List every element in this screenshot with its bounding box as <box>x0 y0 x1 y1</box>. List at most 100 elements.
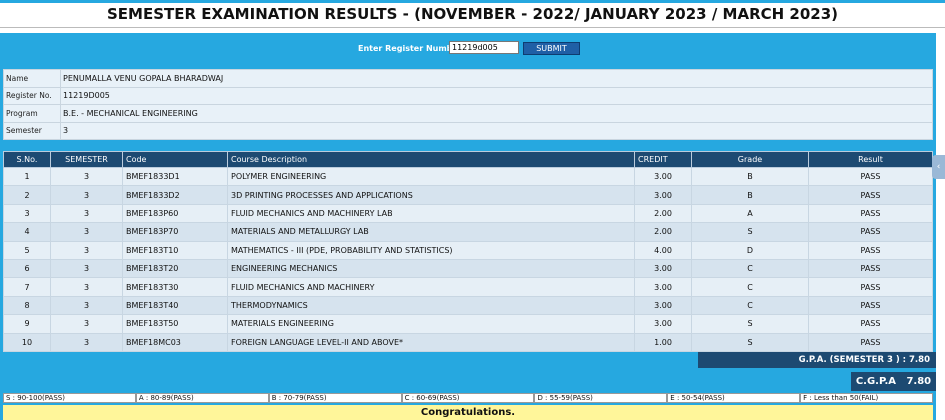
legend-item: D : 55-59(PASS) <box>534 393 668 403</box>
cell-grade: S <box>691 332 809 352</box>
cell-credit: 3.00 <box>634 277 692 297</box>
cell-description: THERMODYNAMICS <box>227 295 635 316</box>
cell-grade: S <box>691 314 809 334</box>
cell-result: PASS <box>808 222 933 242</box>
cell-semester: 3 <box>50 240 123 260</box>
cgpa-value: 7.80 <box>906 376 932 387</box>
legend-item: S : 90-100(PASS) <box>3 393 136 403</box>
cell-result: PASS <box>808 295 933 316</box>
gpa-value: G.P.A. (SEMESTER 3 ) : 7.80 <box>698 352 936 368</box>
side-scroll-tab[interactable]: ‹ <box>932 155 945 179</box>
cell-credit: 2.00 <box>634 222 692 242</box>
info-key: Semester <box>3 121 61 140</box>
student-semester: 3 <box>60 121 933 140</box>
cell-semester: 3 <box>50 314 123 334</box>
table-row: 10 3 BMEF18MC03 FOREIGN LANGUAGE LEVEL-II A… <box>3 332 933 352</box>
cell-code: BMEF183T10 <box>122 240 228 260</box>
cell-semester: 3 <box>50 332 123 352</box>
table-row: 7 3 BMEF183T30 FLUID MECHANICS AND MACHINER… <box>3 277 933 297</box>
cell-description: FLUID MECHANICS AND MACHINERY LAB <box>227 203 635 224</box>
cell-semester: 3 <box>50 222 123 242</box>
grade-legend: S : 90-100(PASS) A : 80-89(PASS) B : 70-… <box>3 393 934 403</box>
cell-description: 3D PRINTING PROCESSES AND APPLICATIONS <box>227 185 635 205</box>
table-row: 5 3 BMEF183T10 MATHEMATICS - III (PDE, PROB… <box>3 240 933 260</box>
cell-result: PASS <box>808 277 933 297</box>
student-row-program: Program B.E. - MECHANICAL ENGINEERING <box>3 104 933 123</box>
cgpa-box: C.G.P.A 7.80 <box>851 372 936 391</box>
cell-grade: C <box>691 295 809 316</box>
legend-item: F : Less than 50(FAIL) <box>800 393 934 403</box>
info-key: Name <box>3 69 61 88</box>
legend-item: B : 70-79(PASS) <box>268 393 402 403</box>
cell-credit: 4.00 <box>634 240 692 260</box>
top-accent-bar <box>0 0 945 3</box>
cell-sno: 1 <box>3 166 51 187</box>
cell-code: BMEF183T50 <box>122 314 228 334</box>
col-result: Result <box>808 151 933 168</box>
cell-grade: C <box>691 258 809 279</box>
cell-semester: 3 <box>50 203 123 224</box>
student-row-register: Register No. 11219D005 <box>3 86 933 105</box>
cell-description: MATERIALS ENGINEERING <box>227 314 635 334</box>
legend-item: A : 80-89(PASS) <box>135 393 269 403</box>
cell-sno: 2 <box>3 185 51 205</box>
page-title: SEMESTER EXAMINATION RESULTS - (NOVEMBER… <box>0 3 945 28</box>
table-row: 6 3 BMEF183T20 ENGINEERING MECHANICS 3.00 C PA… <box>3 258 933 279</box>
register-form: Enter Register Number SUBMIT <box>0 41 936 57</box>
cell-description: FOREIGN LANGUAGE LEVEL-II AND ABOVE* <box>227 332 635 352</box>
table-row: 8 3 BMEF183T40 THERMODYNAMICS 3.00 C PASS <box>3 295 933 316</box>
col-sno: S.No. <box>3 151 51 168</box>
cell-code: BMEF1833D1 <box>122 166 228 187</box>
cell-sno: 10 <box>3 332 51 352</box>
info-key: Program <box>3 104 61 123</box>
legend-item: E : 50-54(PASS) <box>667 393 801 403</box>
cell-grade: S <box>691 222 809 242</box>
results-header-row: S.No. SEMESTER Code Course Description C… <box>3 151 933 168</box>
cell-result: PASS <box>808 185 933 205</box>
table-row: 9 3 BMEF183T50 MATERIALS ENGINEERING 3.00 S PA… <box>3 314 933 334</box>
cell-sno: 4 <box>3 222 51 242</box>
student-program: B.E. - MECHANICAL ENGINEERING <box>60 104 933 123</box>
submit-button[interactable]: SUBMIT <box>523 42 580 55</box>
table-row: 3 3 BMEF183P60 FLUID MECHANICS AND MACHINER… <box>3 203 933 224</box>
cell-grade: C <box>691 277 809 297</box>
info-key: Register No. <box>3 86 61 105</box>
results-panel: Enter Register Number SUBMIT Name PENUMA… <box>0 33 936 420</box>
cell-description: ENGINEERING MECHANICS <box>227 258 635 279</box>
cell-code: BMEF183T40 <box>122 295 228 316</box>
cell-credit: 3.00 <box>634 258 692 279</box>
cell-result: PASS <box>808 332 933 352</box>
cell-credit: 3.00 <box>634 166 692 187</box>
cell-code: BMEF183P70 <box>122 222 228 242</box>
col-code: Code <box>122 151 228 168</box>
cell-credit: 1.00 <box>634 332 692 352</box>
cell-description: MATHEMATICS - III (PDE, PROBABILITY AND … <box>227 240 635 260</box>
student-name: PENUMALLA VENU GOPALA BHARADWAJ <box>60 69 933 88</box>
cell-grade: A <box>691 203 809 224</box>
col-description: Course Description <box>227 151 635 168</box>
cell-credit: 2.00 <box>634 203 692 224</box>
cell-code: BMEF183P60 <box>122 203 228 224</box>
cell-sno: 9 <box>3 314 51 334</box>
chevron-left-icon: ‹ <box>936 162 941 172</box>
cell-semester: 3 <box>50 185 123 205</box>
student-row-name: Name PENUMALLA VENU GOPALA BHARADWAJ <box>3 69 933 88</box>
table-row: 1 3 BMEF1833D1 POLYMER ENGINEERING 3.00 B PASS <box>3 166 933 187</box>
student-row-semester: Semester 3 <box>3 121 933 140</box>
cell-semester: 3 <box>50 277 123 297</box>
register-label: Enter Register Number <box>358 44 462 53</box>
cell-code: BMEF183T30 <box>122 277 228 297</box>
cell-description: POLYMER ENGINEERING <box>227 166 635 187</box>
cell-result: PASS <box>808 240 933 260</box>
col-grade: Grade <box>691 151 809 168</box>
cell-sno: 5 <box>3 240 51 260</box>
cell-description: MATERIALS AND METALLURGY LAB <box>227 222 635 242</box>
cell-credit: 3.00 <box>634 185 692 205</box>
cell-code: BMEF183T20 <box>122 258 228 279</box>
student-info-table: Name PENUMALLA VENU GOPALA BHARADWAJ Reg… <box>3 69 933 140</box>
col-semester: SEMESTER <box>50 151 123 168</box>
cell-result: PASS <box>808 166 933 187</box>
register-number-input[interactable] <box>449 41 519 54</box>
legend-item: C : 60-69(PASS) <box>401 393 535 403</box>
cell-description: FLUID MECHANICS AND MACHINERY <box>227 277 635 297</box>
